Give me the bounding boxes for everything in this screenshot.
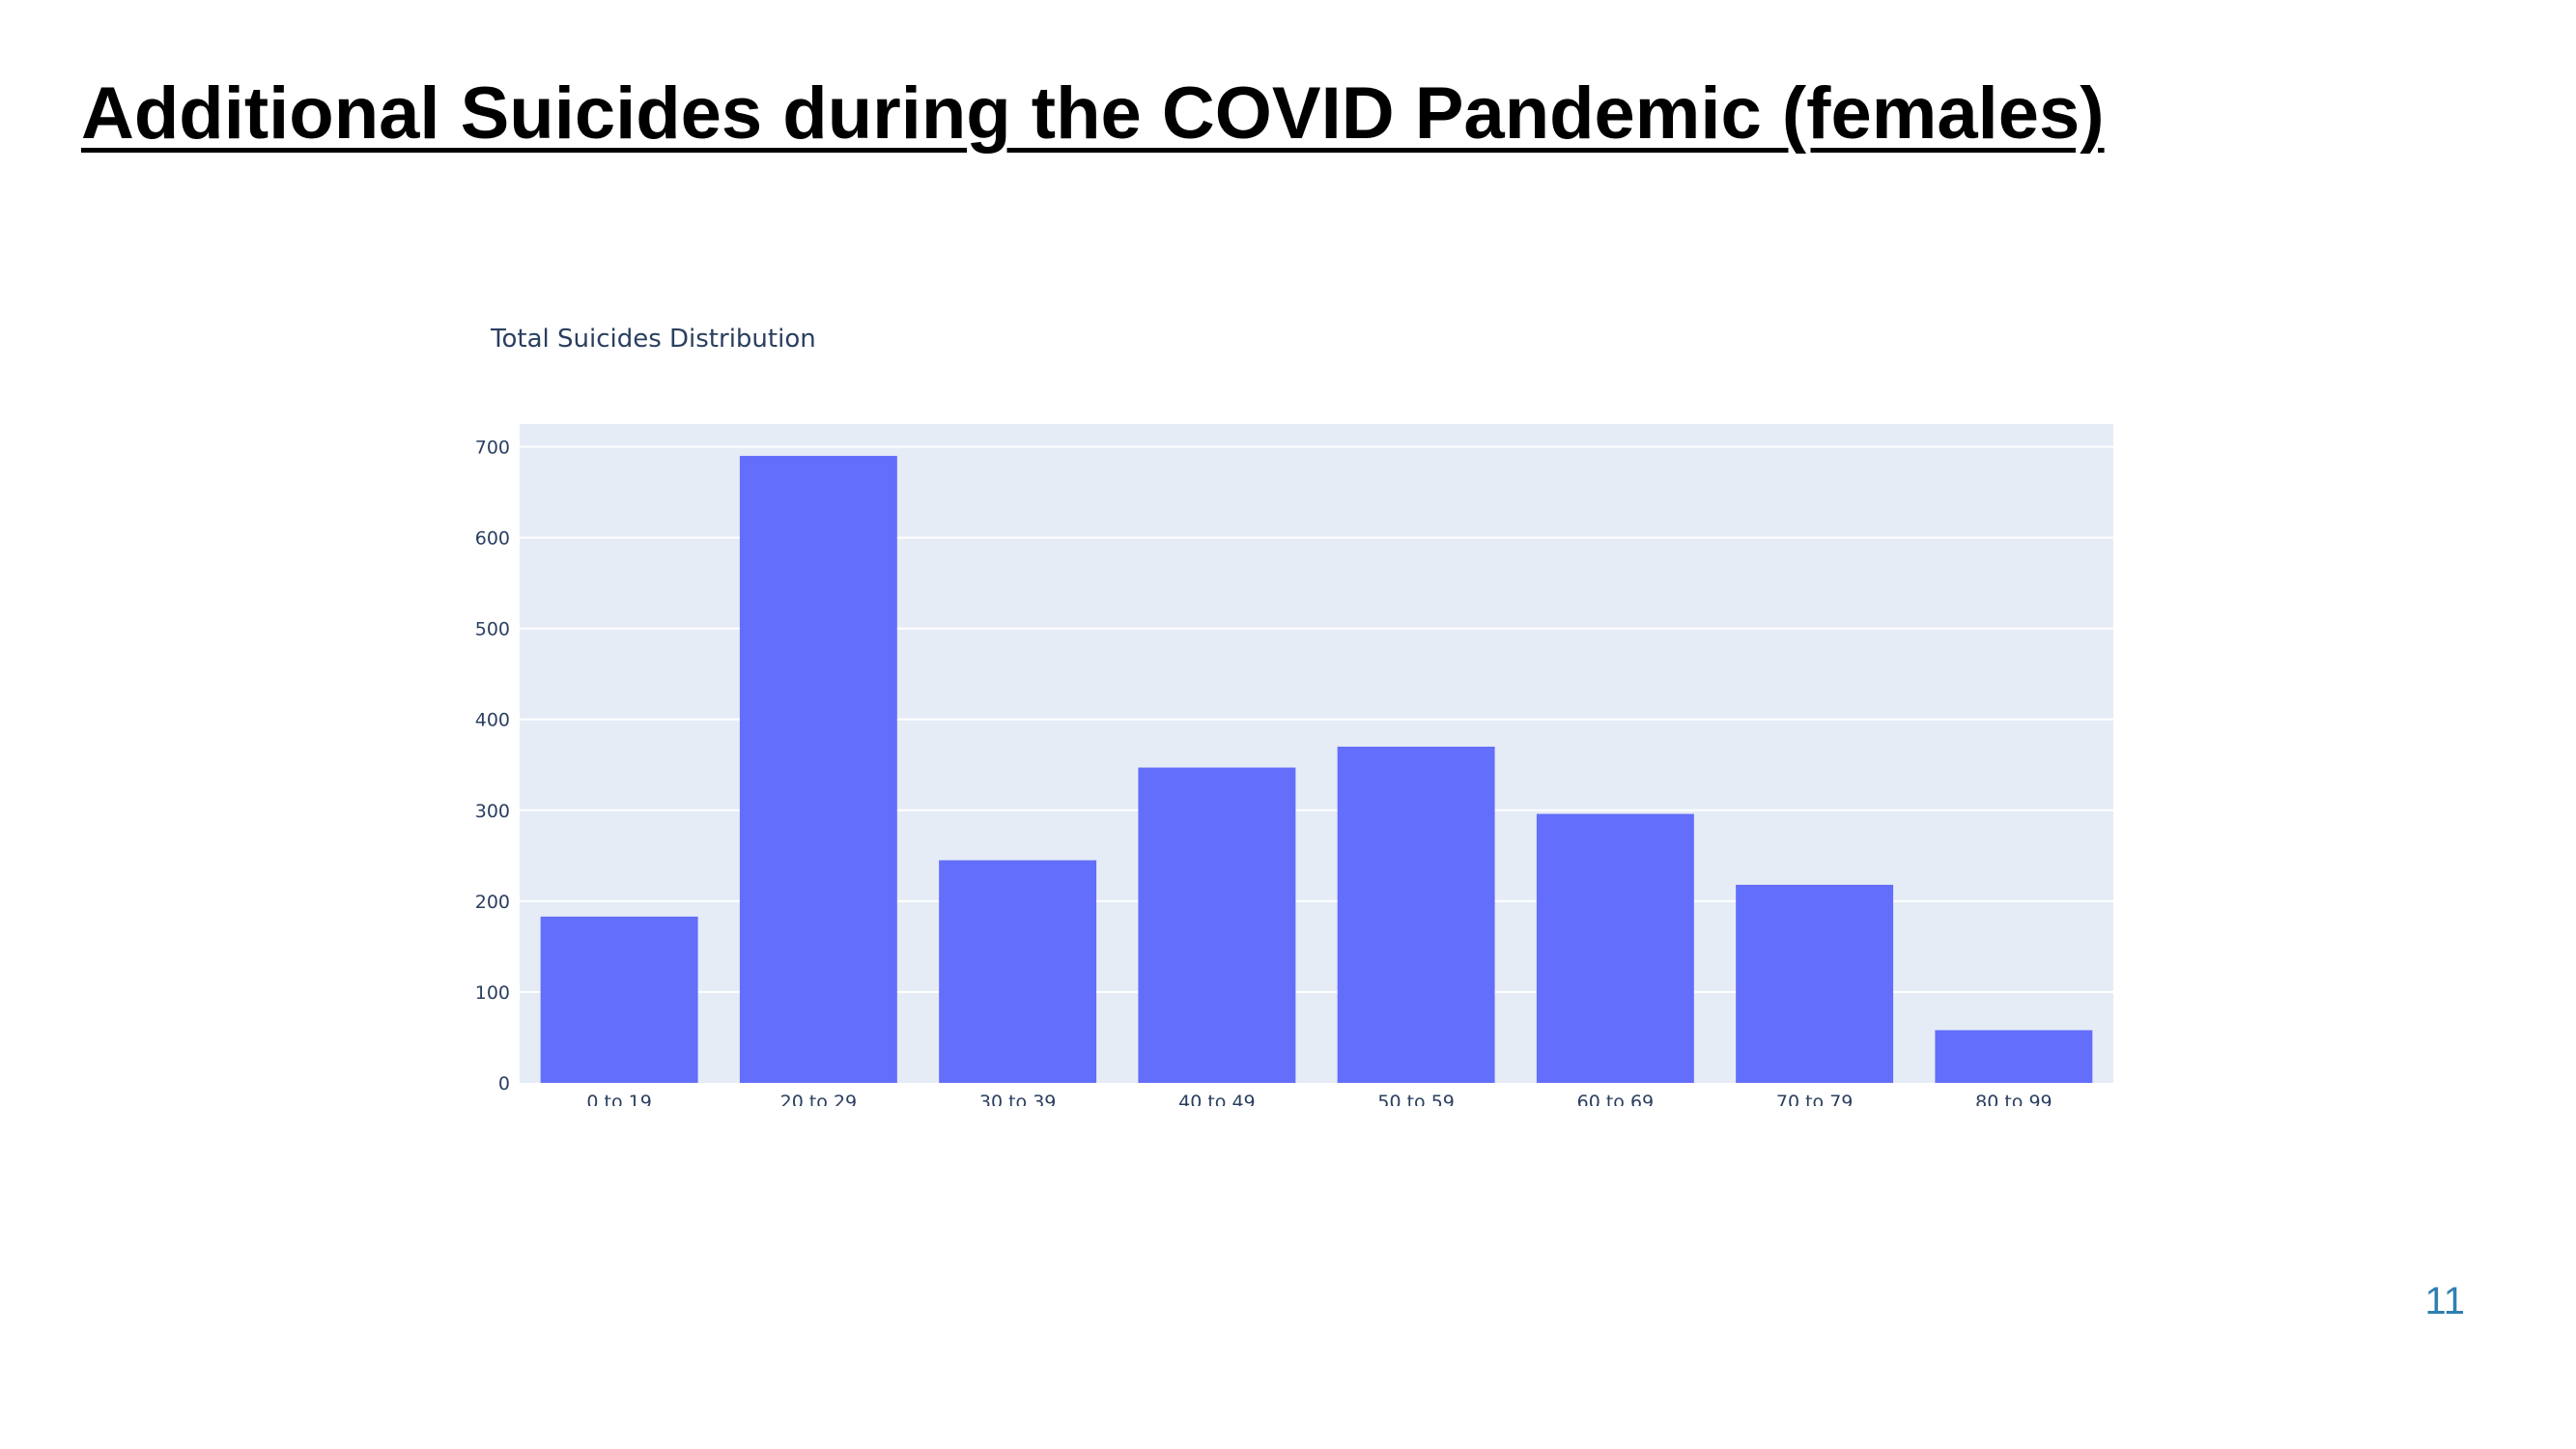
x-tick-label: 0 to 19 (586, 1092, 651, 1106)
bar-30-to-39 (939, 860, 1097, 1083)
bar-70-to-79 (1736, 884, 1894, 1083)
bars (540, 455, 2093, 1083)
bar-60-to-69 (1536, 813, 1694, 1083)
x-tick-label: 60 to 69 (1577, 1092, 1655, 1106)
page-number: 11 (2424, 1280, 2465, 1322)
x-axis-ticks: 0 to 19 20 to 29 30 to 39 40 to 49 50 to 59 6… (586, 1092, 2052, 1106)
chart-svg: Total Suicides Distribution 0 100 200 300 40… (475, 325, 2113, 1106)
bar-50-to-59 (1337, 746, 1495, 1083)
x-tick-label: 30 to 39 (979, 1092, 1057, 1106)
y-tick-label: 200 (475, 892, 510, 913)
bar-chart: Total Suicides Distribution 0 100 200 300 40… (464, 304, 2125, 1106)
y-tick-label: 700 (475, 438, 510, 459)
x-tick-label: 20 to 29 (780, 1092, 858, 1106)
bar-20-to-29 (739, 455, 897, 1083)
chart-title: Total Suicides Distribution (490, 325, 816, 354)
x-tick-label: 80 to 99 (1975, 1092, 2052, 1106)
y-axis-ticks: 0 100 200 300 400 500 600 700 (475, 438, 510, 1094)
bar-0-to-19 (540, 916, 698, 1083)
x-tick-label: 70 to 79 (1776, 1092, 1854, 1106)
bar-80-to-99 (1935, 1030, 2093, 1083)
x-tick-label: 50 to 59 (1377, 1092, 1455, 1106)
y-tick-label: 400 (475, 710, 510, 731)
bar-40-to-49 (1138, 767, 1296, 1083)
y-tick-label: 500 (475, 619, 510, 640)
y-tick-label: 100 (475, 982, 510, 1004)
y-tick-label: 600 (475, 528, 510, 550)
y-tick-label: 300 (475, 801, 510, 822)
y-tick-label: 0 (498, 1073, 510, 1094)
slide-title: Additional Suicides during the COVID Pan… (81, 72, 2105, 155)
x-tick-label: 40 to 49 (1178, 1092, 1256, 1106)
